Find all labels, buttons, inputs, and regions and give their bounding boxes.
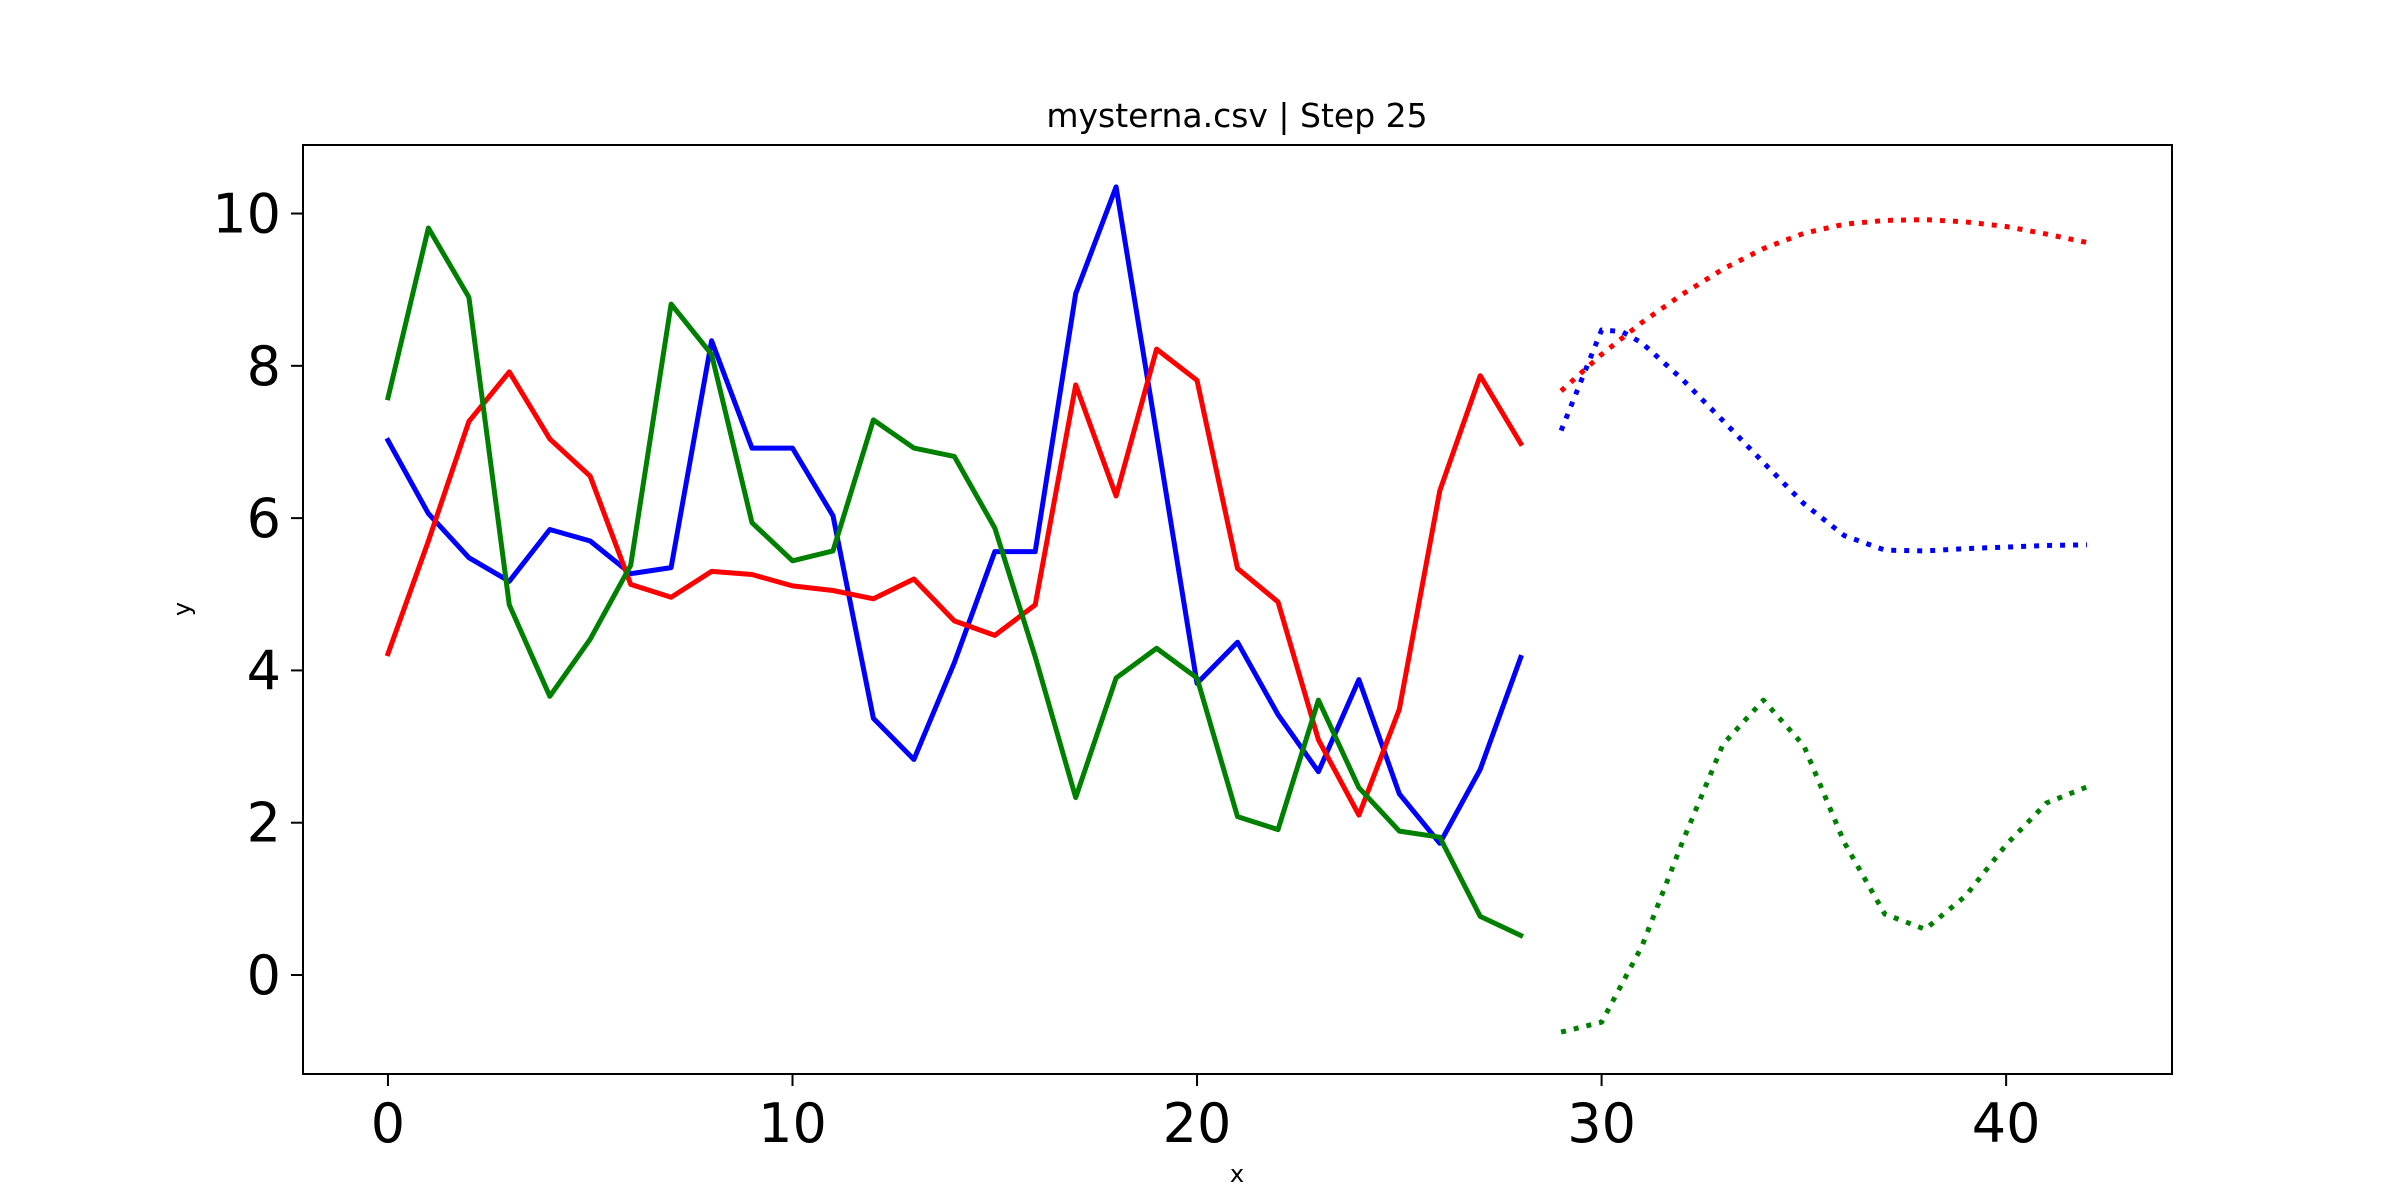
- y-tick-label: 2: [247, 792, 281, 855]
- x-tick-label: 20: [1163, 1092, 1232, 1155]
- x-tick-label: 0: [371, 1092, 405, 1155]
- series-line-2-solid: [384, 225, 1525, 939]
- x-tick-label: 40: [1972, 1092, 2041, 1155]
- y-tick-label: 0: [247, 944, 281, 1007]
- series-layer: [384, 184, 2088, 1035]
- x-tick-label: 10: [758, 1092, 827, 1155]
- plot-background: [303, 145, 2172, 1074]
- y-axis-ticks: 0 2 4 6 8 10: [212, 183, 303, 1007]
- series-line-0-solid: [384, 184, 1524, 846]
- series-line-5-dotted: [1560, 697, 2088, 1035]
- series-line-1-solid: [384, 346, 1525, 818]
- y-tick-label: 6: [247, 487, 281, 550]
- series-line-4-dotted: [1558, 327, 2088, 554]
- y-tick-label: 8: [247, 335, 281, 398]
- y-tick-label: 10: [212, 183, 281, 246]
- x-axis-ticks: 0 10 20 30 40: [371, 1074, 2041, 1155]
- series-line-3-dotted: [1559, 217, 2088, 393]
- x-tick-label: 30: [1567, 1092, 1636, 1155]
- y-tick-label: 4: [247, 639, 281, 702]
- plot-frame: [302, 144, 2173, 1075]
- chart-title: mysterna.csv | Step 25: [1046, 96, 1427, 135]
- x-axis-label: x: [1230, 1160, 1244, 1188]
- y-axis-label: y: [168, 602, 196, 616]
